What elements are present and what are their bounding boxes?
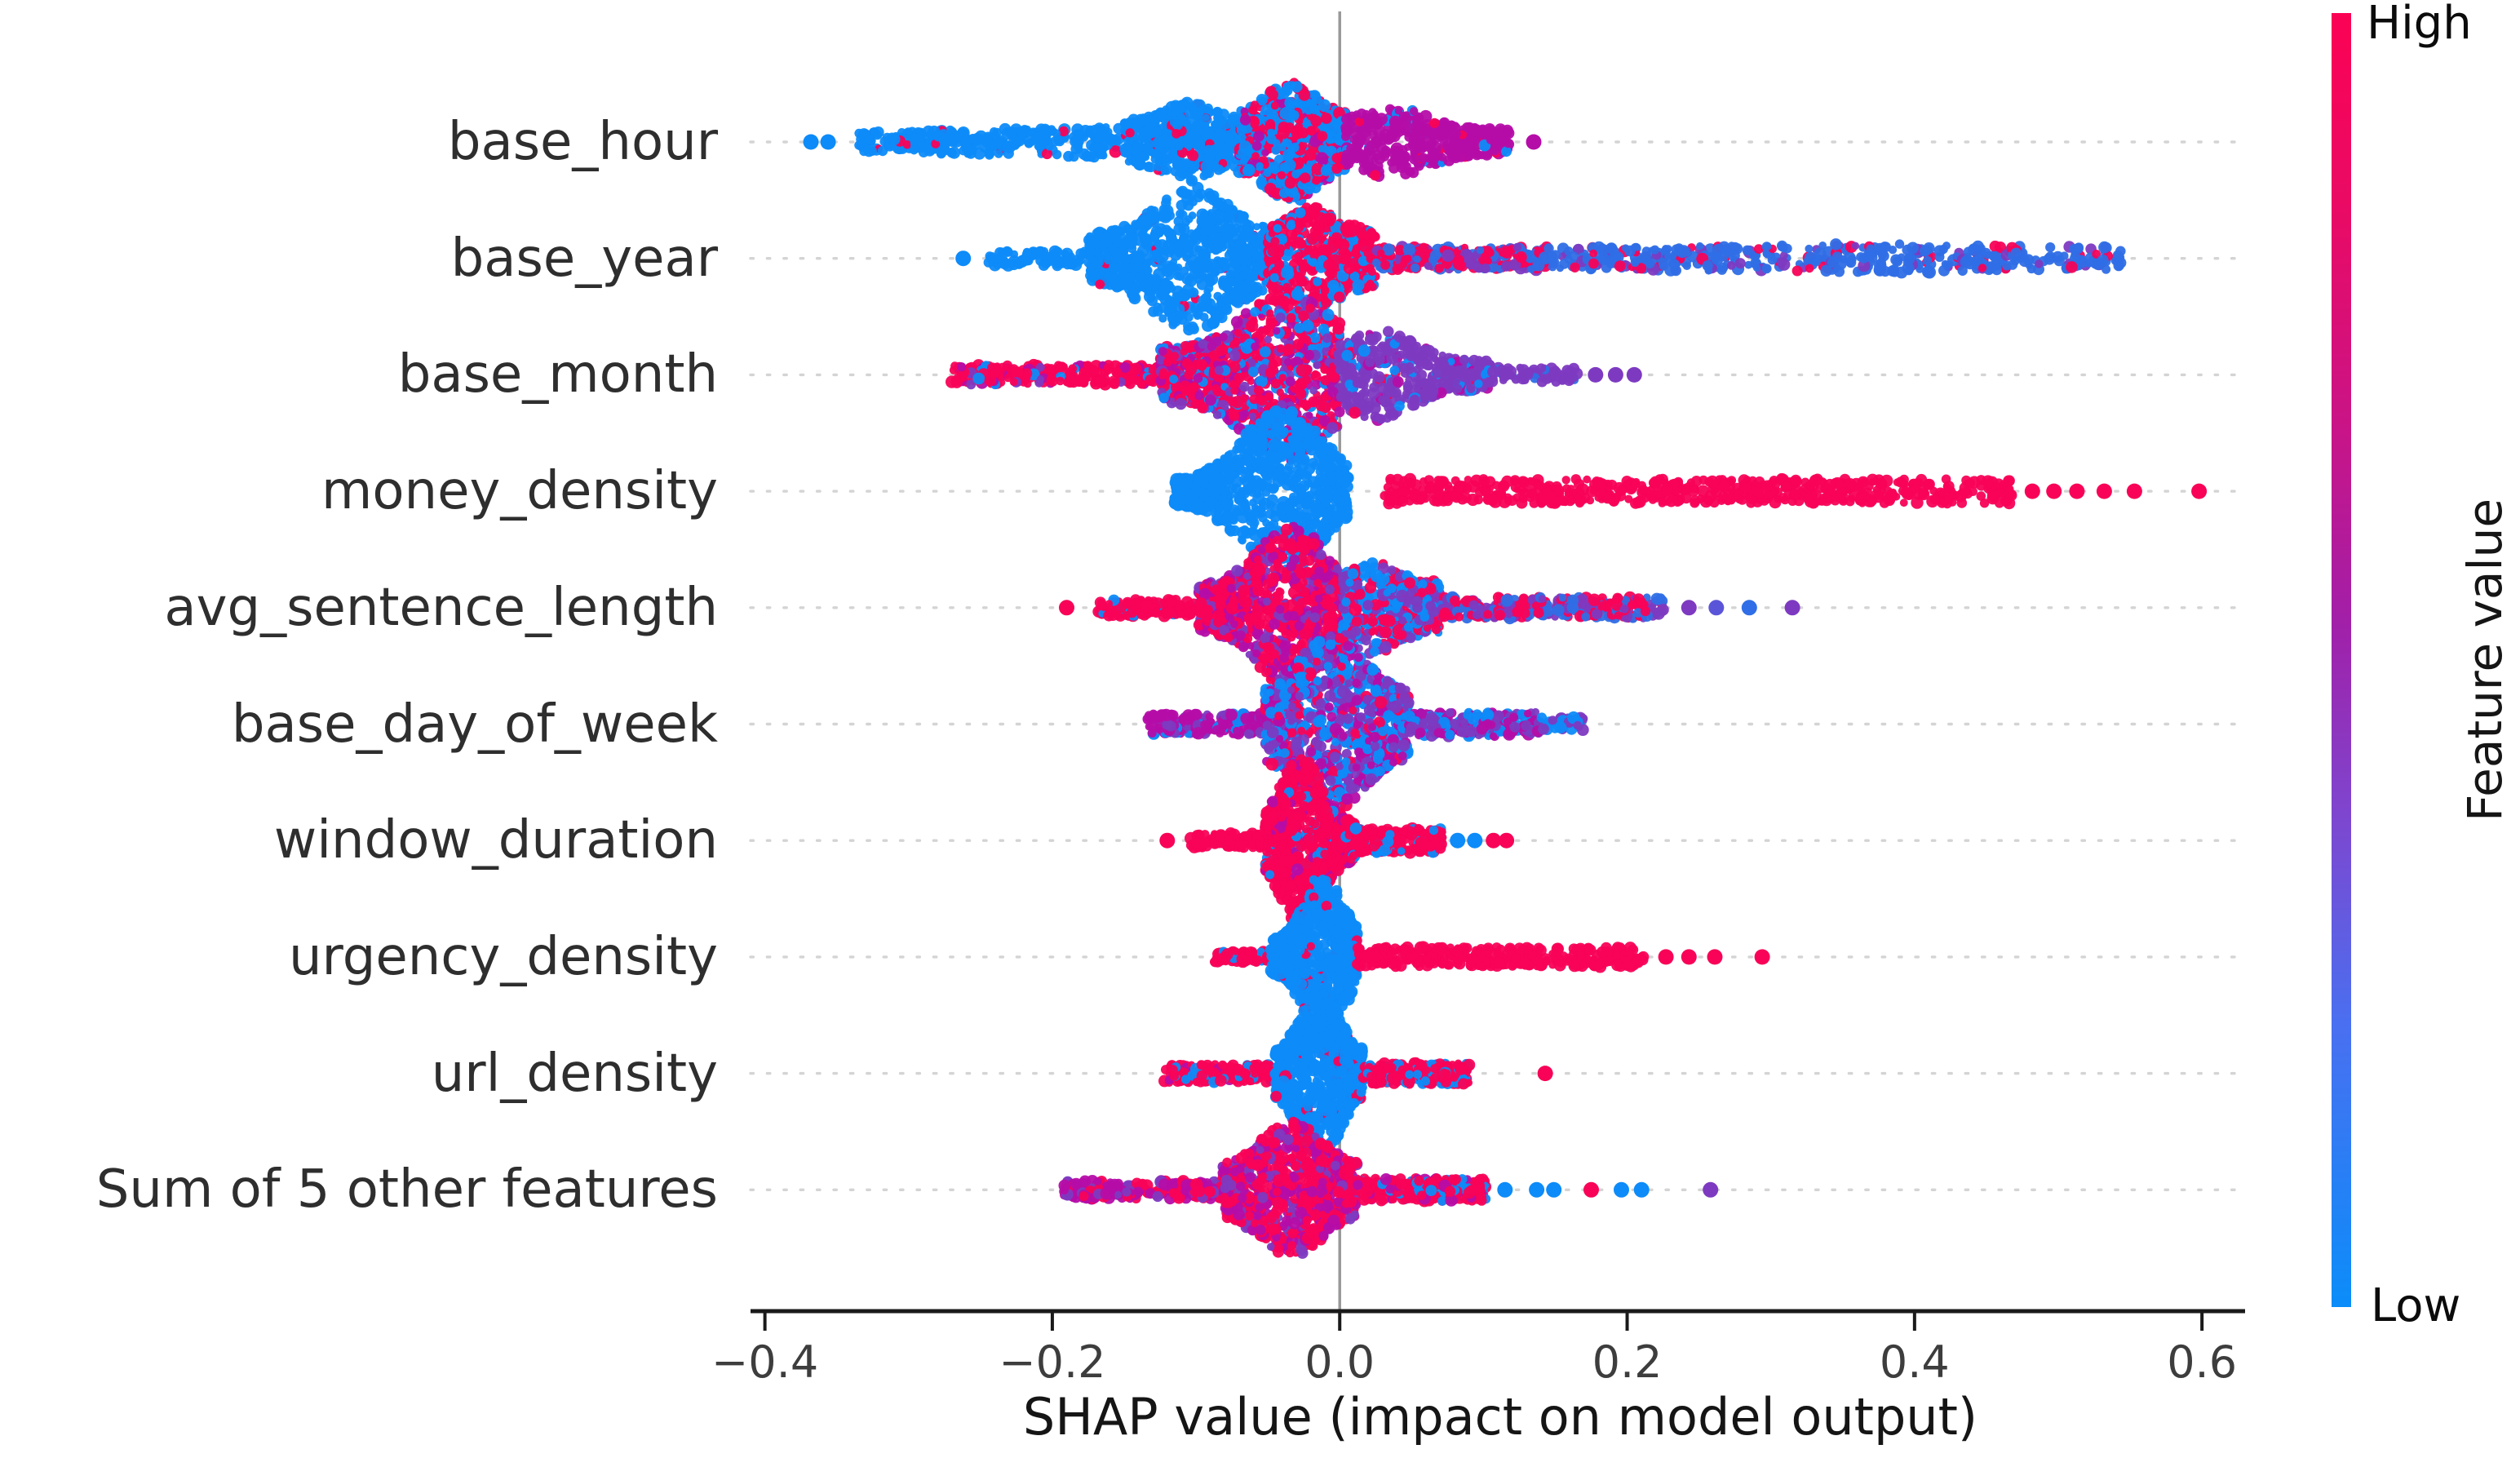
outlier-point bbox=[1546, 1181, 1562, 1198]
outlier-point bbox=[1450, 832, 1466, 849]
outlier-point bbox=[1626, 366, 1642, 383]
outlier-point bbox=[1497, 1181, 1513, 1198]
x-axis-title: SHAP value (impact on model output) bbox=[1022, 1387, 1978, 1447]
outlier-point bbox=[1526, 134, 1542, 150]
outlier-point bbox=[1741, 600, 1757, 616]
outlier-point bbox=[1614, 1181, 1629, 1198]
x-tick-label: 0.4 bbox=[1879, 1336, 1950, 1388]
beeswarm-row-urgency_density bbox=[1209, 875, 1770, 1038]
feature-label: avg_sentence_length bbox=[164, 577, 718, 638]
outlier-point bbox=[955, 250, 972, 267]
outlier-point bbox=[1529, 1181, 1545, 1198]
x-tick-label: 0.6 bbox=[2167, 1336, 2238, 1388]
colorbar-high-label: High bbox=[2367, 0, 2472, 50]
feature-label: url_density bbox=[431, 1043, 718, 1104]
outlier-point bbox=[1658, 949, 1674, 965]
outlier-point bbox=[820, 134, 836, 150]
feature-value-colorbar bbox=[2332, 13, 2351, 1307]
outlier-point bbox=[1059, 600, 1074, 616]
outlier-point bbox=[2024, 483, 2040, 499]
outlier-point bbox=[1633, 1181, 1650, 1198]
outlier-point bbox=[1537, 1066, 1553, 1082]
outlier-point bbox=[1499, 832, 1515, 849]
x-tick-label: 0.0 bbox=[1304, 1336, 1375, 1388]
outlier-point bbox=[2126, 483, 2142, 499]
outlier-point bbox=[1681, 600, 1697, 616]
feature-label: urgency_density bbox=[288, 926, 718, 987]
outlier-point bbox=[1159, 832, 1176, 849]
x-tick-label: −0.4 bbox=[711, 1336, 819, 1388]
feature-label: money_density bbox=[321, 461, 718, 522]
feature-label: window_duration bbox=[273, 810, 718, 871]
outlier-point bbox=[1588, 366, 1604, 383]
gridlines bbox=[749, 140, 2237, 1192]
outlier-point bbox=[1486, 832, 1502, 849]
beeswarm-row-sum-of-5-other-features bbox=[1058, 1116, 1719, 1259]
beeswarm-row-money_density bbox=[1168, 405, 2208, 576]
outlier-point bbox=[1583, 1181, 1599, 1198]
beeswarm-row-url_density bbox=[1158, 983, 1553, 1166]
beeswarm-row-avg_sentence_length bbox=[1059, 521, 1800, 693]
feature-label: base_day_of_week bbox=[231, 694, 718, 755]
feature-label: base_hour bbox=[447, 112, 718, 172]
outlier-point bbox=[2046, 483, 2062, 499]
outlier-point bbox=[1681, 949, 1697, 965]
outlier-point bbox=[1607, 366, 1623, 383]
beeswarm-row-base_day_of_week bbox=[1142, 631, 1589, 816]
feature-label: base_month bbox=[397, 344, 718, 405]
beeswarm-row-base_hour bbox=[803, 78, 1542, 206]
x-tick-label: −0.2 bbox=[999, 1336, 1106, 1388]
outlier-point bbox=[2096, 483, 2112, 499]
outlier-point bbox=[2069, 483, 2085, 499]
colorbar-low-label: Low bbox=[2371, 1279, 2461, 1332]
outlier-point bbox=[1784, 600, 1800, 616]
beeswarm-row-base_month bbox=[946, 288, 1642, 465]
beeswarm-row-base_year bbox=[955, 181, 2127, 336]
outlier-point bbox=[1467, 832, 1483, 849]
outlier-point bbox=[1754, 949, 1770, 965]
x-axis bbox=[751, 1309, 2245, 1331]
colorbar-title: Feature value bbox=[2457, 498, 2513, 822]
x-tick-label: 0.2 bbox=[1592, 1336, 1663, 1388]
outlier-point bbox=[803, 134, 819, 150]
feature-label: base_year bbox=[450, 228, 718, 289]
outlier-point bbox=[1707, 949, 1723, 965]
outlier-point bbox=[2191, 483, 2208, 499]
outlier-point bbox=[1708, 600, 1725, 616]
feature-label: Sum of 5 other features bbox=[95, 1159, 718, 1221]
outlier-point bbox=[1703, 1181, 1719, 1198]
